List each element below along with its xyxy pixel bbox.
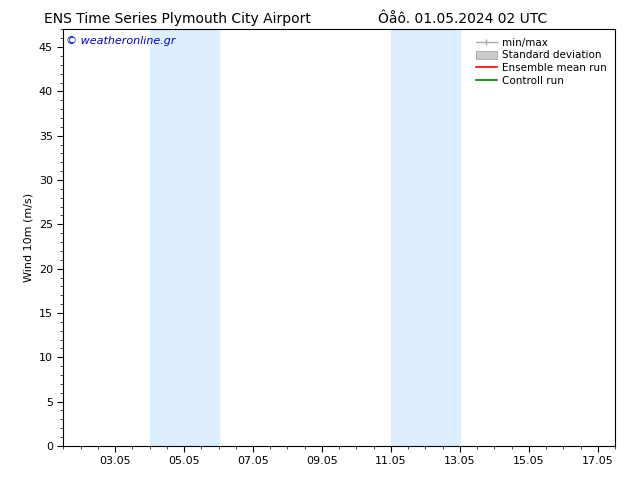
Text: Ôåô. 01.05.2024 02 UTC: Ôåô. 01.05.2024 02 UTC (378, 12, 547, 26)
Legend: min/max, Standard deviation, Ensemble mean run, Controll run: min/max, Standard deviation, Ensemble me… (473, 35, 610, 89)
Bar (391, 29, 460, 446)
Bar (150, 29, 219, 446)
Y-axis label: Wind 10m (m/s): Wind 10m (m/s) (23, 193, 34, 282)
Text: © weatheronline.gr: © weatheronline.gr (66, 36, 176, 46)
Text: ENS Time Series Plymouth City Airport: ENS Time Series Plymouth City Airport (44, 12, 311, 26)
